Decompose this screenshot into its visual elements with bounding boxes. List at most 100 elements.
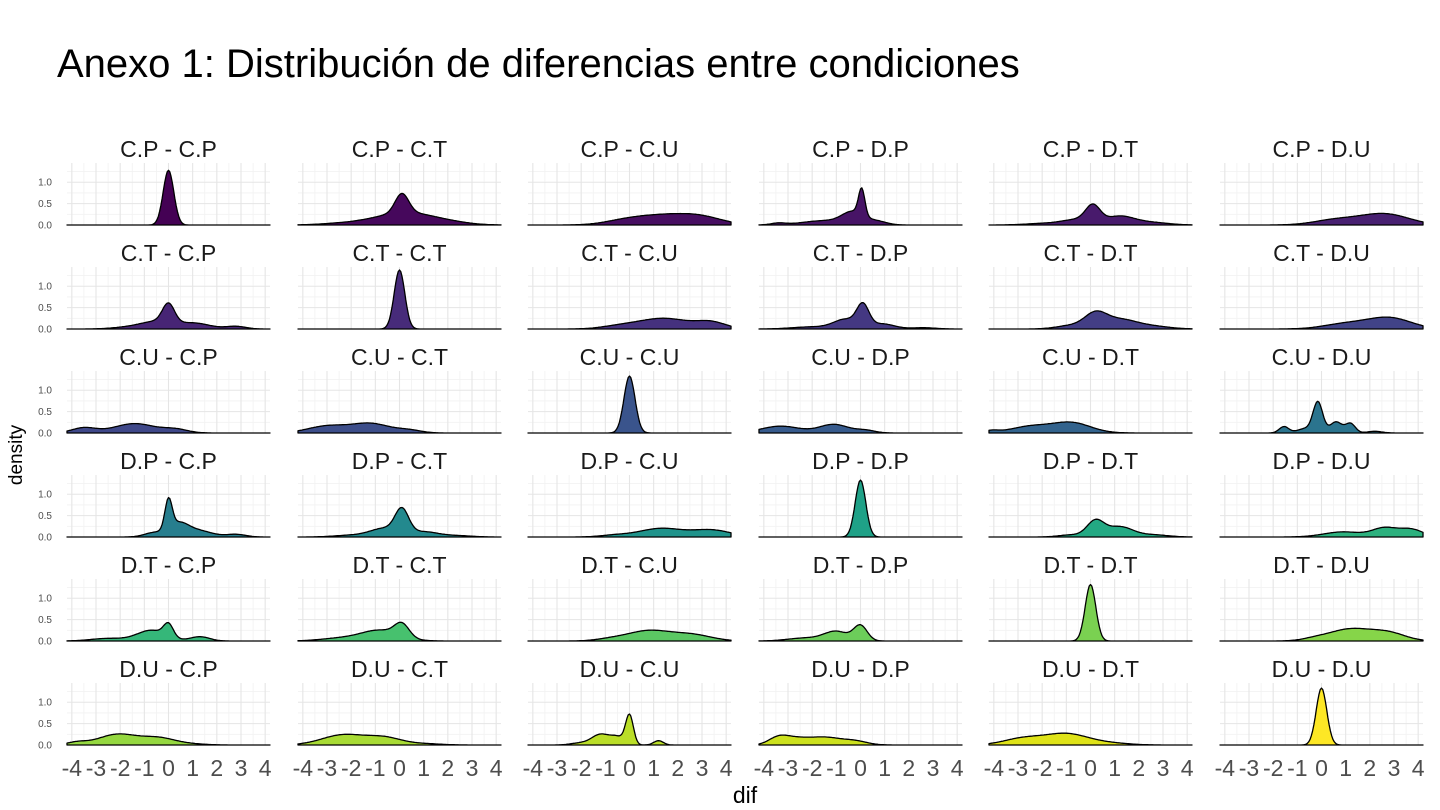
density-area [988,421,1193,434]
facet-strip-label: C.T - C.P [121,240,216,266]
facet-strip-label: D.P - D.T [1043,448,1138,474]
x-tick-label: 1 [1339,755,1352,781]
x-tick-label: 2 [671,755,684,781]
facet-strip-label: D.T - D.U [1273,552,1370,578]
x-tick-label: 2 [210,755,223,781]
facet-panel: C.P - D.U [1219,136,1424,226]
facet-strip-label: C.P - C.T [352,136,447,162]
x-tick-label: 4 [259,755,272,781]
density-area [988,518,1193,538]
density-area [1219,526,1424,538]
facet-strip-label: C.P - C.U [581,136,679,162]
x-tick-label: -1 [826,755,846,781]
x-tick-label: 1 [186,755,199,781]
density-area [988,203,1193,226]
facet-panel: D.U - C.T [297,656,502,746]
x-tick-label: -2 [802,755,822,781]
facet-panel: C.P - D.T [988,136,1193,226]
density-area [758,301,963,330]
facet-panel: D.T - C.T [297,552,502,642]
facet-panel: D.P - C.P 0.0 0.5 1.0 [38,448,271,544]
facet-panel: D.U - D.P [758,656,963,746]
facet-strip-label: D.T - C.P [121,552,216,578]
facet-strip-label: D.P - C.U [581,448,679,474]
y-tick-label: 1.0 [38,594,52,605]
x-tick-label: -3 [1239,755,1259,781]
y-tick-label: 1.0 [38,178,52,189]
y-tick-label: 0.5 [38,719,52,730]
x-tick-label: -1 [595,755,615,781]
x-tick-label: 3 [927,755,940,781]
facet-strip-label: D.T - D.T [1043,552,1137,578]
x-tick-label: -3 [778,755,798,781]
x-tick-label: -4 [1215,755,1236,781]
facet-strip-label: D.P - D.P [812,448,909,474]
facet-panel: C.T - C.T [297,240,502,330]
facet-panel: D.U - C.U [527,656,732,746]
x-tick-label: 1 [647,755,660,781]
facet-strip-label: D.T - C.U [581,552,678,578]
facet-strip-label: D.U - C.P [119,656,217,682]
facet-strip-label: C.U - D.U [1272,344,1372,370]
facet-panel: D.U - C.P 0.0 0.5 1.0 [38,656,271,752]
x-tick-label: -2 [1032,755,1052,781]
x-tick-label: 2 [902,755,915,781]
x-tick-label: -2 [1263,755,1283,781]
x-tick-label: 4 [951,755,964,781]
facet-strip-label: D.U - D.U [1272,656,1372,682]
facet-strip-label: C.P - C.P [120,136,217,162]
x-tick-label: 1 [1108,755,1121,781]
facet-panel: C.P - D.P [758,136,963,226]
facet-panel: C.U - D.U [1219,344,1424,434]
density-area [758,624,963,642]
x-tick-label: -3 [86,755,106,781]
y-tick-label: 0.0 [38,533,52,544]
facet-panel: D.P - C.T [297,448,502,538]
facet-strip-label: D.P - C.P [120,448,217,474]
density-area [758,734,963,746]
density-area [66,733,271,746]
x-tick-label: 2 [1132,755,1145,781]
facet-panel: C.P - C.P 0.0 0.5 1.0 [38,136,271,232]
x-tick-label: -1 [365,755,385,781]
x-tick-label: -2 [571,755,591,781]
facet-panel: D.T - D.P [758,552,963,642]
density-area [988,310,1193,330]
facet-strip-label: D.U - C.U [580,656,680,682]
y-axis-label: density [6,424,27,485]
x-tick-label: 0 [1084,755,1097,781]
density-area [758,187,963,226]
y-tick-label: 0.5 [38,199,52,210]
x-tick-label: 3 [696,755,709,781]
density-area [66,302,271,330]
density-area [988,732,1193,746]
facet-panel: C.P - C.T [297,136,502,226]
x-tick-label: -1 [1056,755,1076,781]
x-tick-label: 2 [441,755,454,781]
facet-strip-label: C.P - D.U [1273,136,1371,162]
y-tick-label: 0.0 [38,325,52,336]
x-tick-label: -4 [984,755,1005,781]
facet-strip-label: C.P - D.P [812,136,909,162]
x-tick-label: 3 [235,755,248,781]
facet-panel: C.T - D.U [1219,240,1424,330]
facet-panel: C.U - D.T [988,344,1193,434]
facet-panel: C.T - C.P 0.0 0.5 1.0 [38,240,271,336]
facet-panel: C.P - C.U [527,136,732,226]
facet-strip-label: D.U - D.T [1042,656,1139,682]
density-area [527,212,732,226]
x-tick-label: 3 [1157,755,1170,781]
x-tick-label: -4 [754,755,775,781]
facet-strip-label: C.U - C.P [119,344,217,370]
facet-panel: C.T - D.T [988,240,1193,330]
density-area [1219,400,1424,434]
x-tick-label: -4 [62,755,83,781]
y-tick-label: 1.0 [38,490,52,501]
x-tick-label: -2 [110,755,130,781]
facet-strip-label: D.U - D.P [811,656,909,682]
density-area [988,583,1193,642]
density-area [297,192,502,226]
facet-panel: D.P - D.P [758,448,963,538]
x-tick-label: 1 [878,755,891,781]
x-tick-label: -4 [293,755,314,781]
